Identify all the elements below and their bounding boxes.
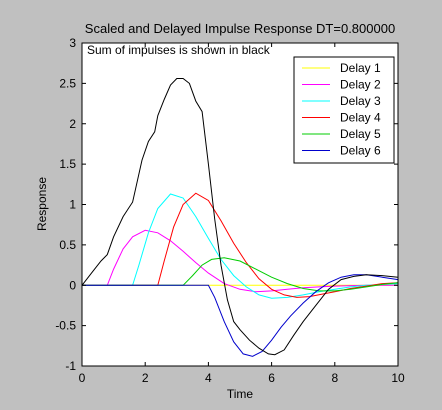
x-tick-label: 6	[268, 371, 275, 385]
y-tick-label: 1	[69, 198, 76, 212]
y-tick-label: 2	[69, 117, 76, 131]
x-axis-label: Time	[227, 387, 254, 401]
y-tick-label: 1.5	[59, 157, 76, 171]
x-tick-label: 10	[391, 371, 405, 385]
x-tick-label: 0	[79, 371, 86, 385]
x-tick-label: 4	[205, 371, 212, 385]
y-tick-label: 0	[69, 278, 76, 292]
x-tick-label: 2	[142, 371, 149, 385]
legend: Delay 1 Delay 2 Delay 3 Delay 4 Delay 5 Delay…	[293, 56, 395, 164]
y-tick-label: 0.5	[59, 238, 76, 252]
series-line-delay-6	[82, 274, 399, 357]
series-line-delay-2	[82, 229, 398, 293]
legend-entry: Delay 3	[340, 94, 381, 108]
series-layer	[81, 78, 399, 357]
chart-annotation: Sum of impulses is shown in black	[87, 43, 271, 57]
y-tick-label: -1	[65, 359, 76, 373]
legend-entry: Delay 1	[340, 61, 381, 75]
legend-entry: Delay 5	[340, 127, 381, 141]
y-tick-label: 2.5	[59, 76, 76, 90]
legend-box	[293, 56, 395, 164]
y-axis-label: Response	[35, 177, 49, 231]
y-tick-label: -0.5	[55, 319, 76, 333]
chart-title: Scaled and Delayed Impulse Response DT=0…	[85, 21, 395, 36]
legend-entry: Delay 6	[340, 144, 381, 158]
series-line-delay-5	[82, 257, 399, 292]
legend-entry: Delay 2	[340, 78, 381, 92]
ticks-layer: 0 2 4 6 8 10 -1 -0.5 0 0.5 1 1.5 2 2.5 3	[55, 36, 405, 385]
series-line-sum	[81, 78, 399, 356]
legend-entry: Delay 4	[340, 111, 381, 125]
y-tick-label: 3	[69, 36, 76, 50]
x-tick-label: 8	[331, 371, 338, 385]
series-line-delay-3	[82, 193, 399, 299]
